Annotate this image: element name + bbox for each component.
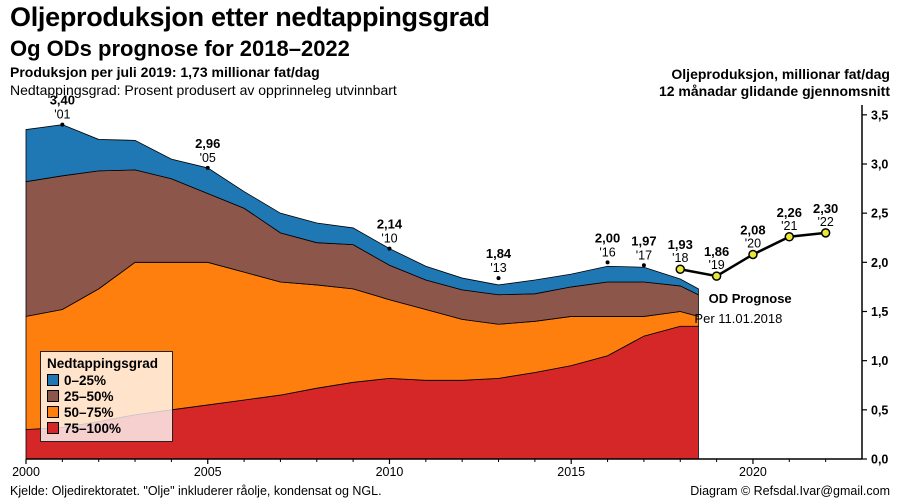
forecast-label-year: '21: [781, 219, 797, 233]
forecast-label-year: '18: [672, 251, 688, 265]
legend-swatch-25-50: [47, 390, 59, 402]
forecast-point: [711, 271, 722, 281]
x-tick-label: 2010: [376, 465, 404, 479]
legend-label-0-25: 0–25%: [64, 372, 107, 388]
data-point: [387, 246, 392, 251]
data-label-year: '17: [636, 248, 652, 262]
forecast-label-value: 2,26: [777, 205, 802, 220]
data-label-value: 2,14: [377, 217, 403, 232]
forecast-point: [748, 249, 758, 260]
legend: Nedtappingsgrad 0–25% 25–50% 50–75% 75–1…: [40, 351, 173, 442]
y-tick-label: 1,5: [871, 305, 888, 319]
legend-label-25-50: 25–50%: [64, 388, 114, 404]
forecast-label-year: '19: [708, 258, 724, 272]
data-point: [605, 260, 610, 265]
legend-item-50-75: 50–75%: [47, 404, 166, 420]
source-note: Kjelde: Oljedirektoratet. "Olje" inklude…: [10, 484, 382, 498]
forecast-label-year: '20: [745, 236, 761, 250]
forecast-label-value: 2,30: [813, 201, 838, 216]
x-tick-label: 2000: [12, 465, 40, 479]
data-label-year: '01: [54, 108, 70, 122]
legend-swatch-75-100: [47, 422, 59, 434]
x-tick-label: 2020: [739, 465, 767, 479]
legend-label-75-100: 75–100%: [64, 420, 122, 436]
forecast-point: [784, 232, 795, 242]
data-label-year: '16: [599, 245, 615, 259]
x-tick-label: 2005: [194, 465, 222, 479]
y-tick-label: 0,0: [871, 453, 888, 467]
data-point: [641, 263, 646, 268]
forecast-label-value: 2,08: [740, 222, 765, 237]
y-tick-label: 3,0: [871, 158, 888, 172]
production-note: Produksjon per juli 2019: 1,73 millionar…: [10, 64, 320, 80]
data-label-value: 3,40: [50, 93, 75, 108]
y-axis-title-line1: Oljeproduksjon, millionar fat/dag: [671, 66, 890, 82]
data-label-year: '05: [200, 151, 216, 165]
legend-item-0-25: 0–25%: [47, 372, 166, 388]
legend-label-50-75: 50–75%: [64, 404, 114, 420]
forecast-label-value: 1,93: [668, 237, 693, 252]
data-point: [496, 276, 501, 281]
area-band-0-25: [25, 124, 699, 296]
data-label-year: '10: [381, 232, 397, 246]
data-label-year: '13: [490, 261, 506, 275]
forecast-label-value: 1,86: [704, 244, 729, 259]
legend-item-75-100: 75–100%: [47, 420, 166, 436]
y-tick-label: 0,5: [871, 403, 888, 417]
legend-title: Nedtappingsgrad: [47, 356, 159, 371]
forecast-label-year: '22: [818, 215, 834, 229]
forecast-note: Per 11.01.2018: [694, 311, 782, 326]
data-label-value: 2,96: [195, 136, 220, 151]
legend-item-25-50: 25–50%: [47, 388, 166, 404]
legend-swatch-50-75: [47, 406, 59, 418]
data-label-value: 2,00: [595, 230, 620, 245]
data-label-value: 1,84: [486, 246, 512, 261]
credit-note: Diagram © Refsdal.Ivar@gmail.com: [690, 484, 890, 498]
data-point: [205, 165, 210, 170]
y-tick-label: 3,5: [871, 108, 888, 122]
chart-title: Oljeproduksjon etter nedtappingsgrad: [10, 2, 490, 32]
data-label-value: 1,97: [631, 233, 656, 248]
depletion-definition: Nedtappingsgrad: Prosent produsert av op…: [10, 82, 397, 98]
y-tick-label: 1,0: [871, 354, 888, 368]
y-axis-title-line2: 12 månadar glidande gjennomsnitt: [658, 83, 890, 99]
x-tick-label: 2015: [557, 465, 585, 479]
y-tick-label: 2,0: [871, 256, 888, 270]
forecast-name: OD Prognose: [709, 291, 792, 306]
forecast-point: [820, 228, 831, 238]
y-axis-title: Oljeproduksjon, millionar fat/dag 12 mån…: [659, 66, 890, 100]
chart-subtitle: Og ODs prognose for 2018–2022: [10, 36, 350, 61]
forecast-point: [675, 264, 686, 274]
legend-swatch-0-25: [47, 374, 59, 386]
y-tick-label: 2,5: [871, 207, 888, 221]
data-point: [60, 122, 65, 127]
